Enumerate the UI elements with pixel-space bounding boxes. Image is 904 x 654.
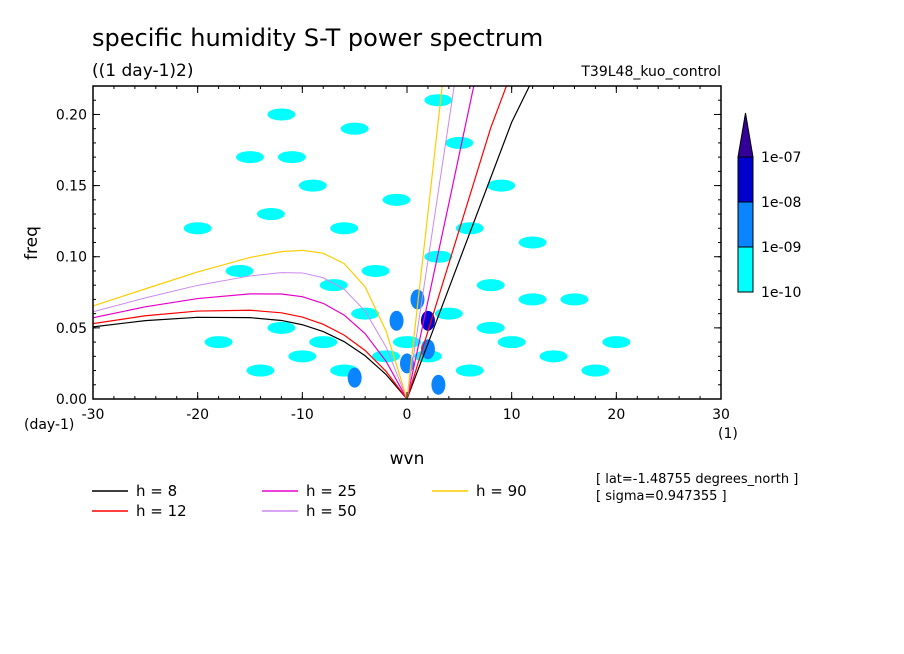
x-tick-label: 0: [403, 407, 412, 423]
contour-blob: [183, 222, 212, 235]
legend-label: h = 25: [306, 482, 357, 500]
contour-blob: [424, 250, 453, 263]
x-tick-label: -10: [291, 407, 314, 423]
contour-blob: [340, 122, 369, 135]
contour-blob: [225, 264, 254, 277]
y-tick-label: 0.10: [56, 250, 87, 266]
contour-blob: [431, 374, 446, 395]
y-axis: 0.00 0.05 0.10 0.15 0.20: [56, 85, 721, 408]
legend-label: h = 8: [136, 482, 177, 500]
contour-blob: [309, 336, 338, 349]
dispersion-curve-east: [406, 86, 530, 399]
dispersion-curve-west: [93, 272, 408, 399]
latitude-annotation: [ lat=-1.48755 degrees_north ]: [596, 472, 798, 487]
sigma-annotation: [ sigma=0.947355 ]: [596, 489, 727, 504]
colorbar-segment: [737, 201, 754, 248]
y-tick-label: 0.15: [56, 179, 87, 195]
plot-area: [93, 86, 721, 399]
contour-blob: [476, 279, 505, 292]
x-tick-label: -30: [82, 407, 105, 423]
chart-title: specific humidity S-T power spectrum: [92, 24, 543, 52]
contour-blob: [298, 179, 327, 192]
contour-blob: [347, 367, 362, 388]
contour-blob: [288, 350, 317, 363]
contour-blob: [256, 208, 285, 221]
dispersion-curve-east: [406, 86, 455, 399]
run-label: T39L48_kuo_control: [580, 64, 721, 80]
contour-blob: [330, 222, 359, 235]
dispersion-curve-west: [93, 316, 408, 399]
x-axis: -30 -20 -10 0 10 20 30: [82, 86, 730, 423]
legend-label: h = 90: [476, 482, 527, 500]
contour-blob: [455, 364, 484, 377]
contour-blob: [602, 336, 631, 349]
contour-blob: [393, 336, 421, 349]
legend-label: h = 12: [136, 502, 187, 520]
dispersion-curve-east: [406, 86, 443, 399]
colorbar-arrow: [737, 112, 754, 158]
colorbar-segment: [737, 246, 754, 293]
contour-blob: [361, 264, 390, 277]
colorbar: 1e-10 1e-09 1e-08 1e-07: [737, 112, 801, 301]
contour-blob: [204, 336, 233, 349]
contour-blob: [476, 321, 505, 334]
x-tick-label: 20: [607, 407, 625, 423]
contour-blob: [424, 94, 453, 107]
x-tick-label: 10: [503, 407, 521, 423]
legend-label: h = 50: [306, 502, 357, 520]
dispersion-curve-east: [406, 86, 507, 399]
contour-blob: [518, 236, 547, 249]
contour-blob: [389, 310, 404, 331]
contour-blob: [236, 151, 264, 164]
colorbar-label: 1e-07: [761, 150, 801, 166]
dispersion-curve-west: [93, 293, 408, 399]
y-tick-label: 0.00: [56, 392, 87, 408]
contour-blob: [539, 350, 568, 363]
contour-blob: [445, 136, 474, 149]
contour-blob: [267, 321, 296, 334]
contour-blob: [434, 307, 463, 320]
y-tick-label: 0.05: [56, 321, 87, 337]
power-contours: [183, 94, 631, 395]
y-axis-label: freq: [22, 226, 42, 260]
colorbar-label: 1e-10: [761, 285, 801, 301]
y-tick-label: 0.20: [56, 107, 87, 123]
chart-subtitle: ((1 day-1)2): [92, 61, 194, 81]
colorbar-label: 1e-08: [761, 195, 801, 211]
dispersion-curve-west: [93, 249, 408, 399]
contour-blob: [487, 179, 516, 192]
legend: h = 8 h = 12 h = 25 h = 50 h = 90: [92, 482, 527, 520]
contour-blob: [518, 293, 547, 306]
contour-blob: [246, 364, 275, 377]
contour-blob: [382, 193, 411, 206]
contour-blob: [581, 364, 610, 377]
y-axis-unit: (day-1): [24, 417, 74, 433]
x-axis-label: wvn: [390, 449, 425, 469]
contour-blob: [455, 222, 484, 235]
x-axis-unit: (1): [718, 426, 738, 442]
contour-blob: [267, 108, 296, 121]
dispersion-curve-east: [406, 86, 475, 399]
contour-blob: [277, 151, 306, 164]
contour-blob: [497, 336, 526, 349]
contour-blob: [351, 307, 380, 320]
colorbar-segment: [737, 156, 754, 203]
colorbar-label: 1e-09: [761, 240, 801, 256]
contour-blob: [560, 293, 589, 306]
dispersion-curve-west: [93, 309, 408, 399]
x-tick-label: 30: [712, 407, 730, 423]
contour-blob: [319, 279, 348, 292]
x-tick-label: -20: [186, 407, 209, 423]
dispersion-curves: [93, 86, 530, 399]
